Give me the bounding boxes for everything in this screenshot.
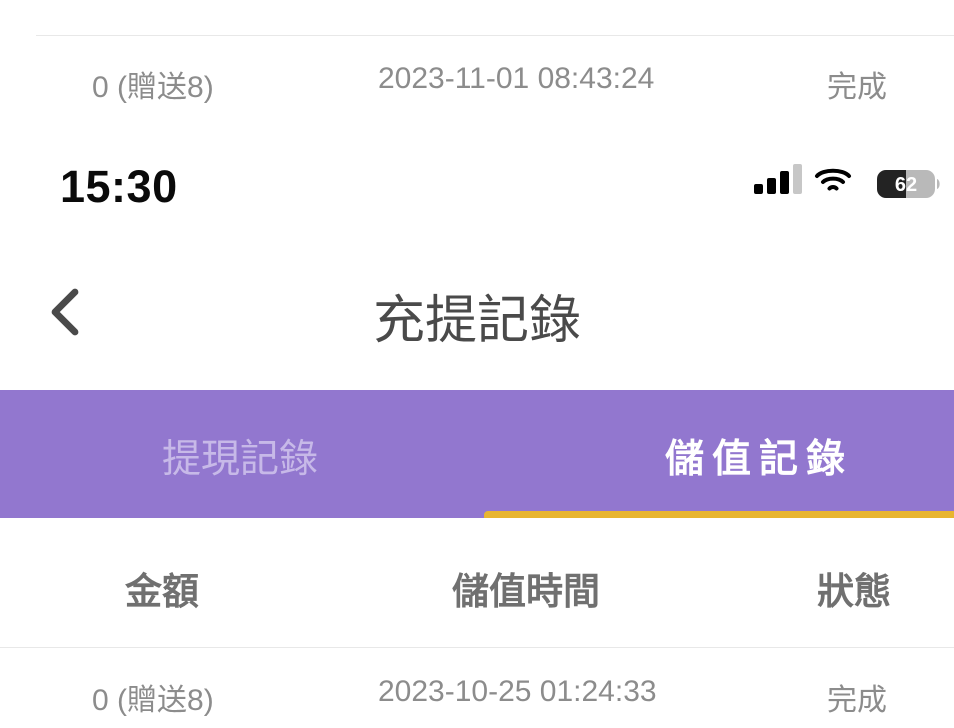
svg-text:62: 62 — [895, 174, 917, 196]
